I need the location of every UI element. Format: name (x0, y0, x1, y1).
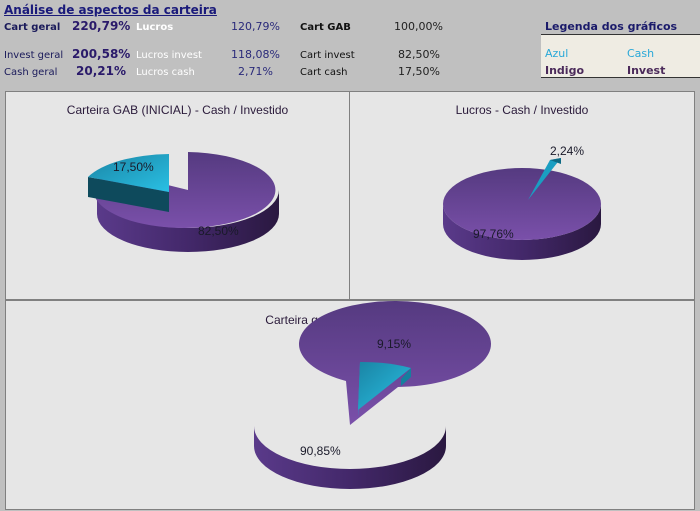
cart-geral-value: 220,79% (72, 19, 131, 33)
legend-indigo: Indigo (545, 64, 584, 77)
legend-cash: Cash (627, 47, 655, 60)
chart-title: Carteira GAB (INICIAL) - Cash / Investid… (66, 103, 289, 117)
invest-geral-label: Invest geral (4, 50, 64, 61)
pie-chart-lucros (443, 158, 601, 260)
cart-gab-value: 100,00% (394, 20, 443, 33)
legend-box: Azul Cash Indigo Invest (541, 34, 700, 78)
cart-cash-label: Cart cash (300, 67, 348, 78)
legend-invest: Invest (627, 64, 666, 77)
legend-title: Legenda dos gráficos (545, 20, 678, 33)
chart-panel-lucros: Lucros - Cash / Investido 2,24% 97,76% (349, 91, 695, 300)
lucros-cash-label: Lucros cash (136, 67, 195, 78)
cart-geral-label: Cart geral (4, 22, 61, 33)
chart-panel-geral: Carteira geral - Cash / Investido 9,15% … (5, 300, 695, 510)
slice-label-cash: 9,15% (377, 337, 412, 351)
chart-title: Lucros - Cash / Investido (455, 103, 589, 117)
cart-gab-label: Cart GAB (300, 22, 351, 33)
slice-label-cash: 2,24% (550, 144, 585, 158)
pie-chart-geral (254, 301, 491, 489)
lucros-cash-value: 2,71% (238, 65, 273, 78)
slice-label-invest: 90,85% (300, 444, 341, 458)
lucros-invest-label: Lucros invest (136, 50, 202, 61)
cart-invest-label: Cart invest (300, 50, 355, 61)
cash-geral-label: Cash geral (4, 67, 58, 78)
legend-azul: Azul (545, 47, 569, 60)
cart-cash-value: 17,50% (398, 65, 440, 78)
cash-geral-value: 20,21% (76, 64, 126, 78)
chart-panel-gab: Carteira GAB (INICIAL) - Cash / Investid… (5, 91, 350, 300)
invest-geral-value: 200,58% (72, 47, 131, 61)
slice-label-cash: 17,50% (113, 160, 154, 174)
lucros-value: 120,79% (231, 20, 280, 33)
pie-chart-gab (88, 152, 279, 252)
slice-label-invest: 97,76% (473, 227, 514, 241)
page-title: Análise de aspectos da carteira (4, 3, 217, 17)
cart-invest-value: 82,50% (398, 48, 440, 61)
lucros-label: Lucros (136, 22, 174, 33)
slice-label-invest: 82,50% (198, 224, 239, 238)
lucros-invest-value: 118,08% (231, 48, 280, 61)
